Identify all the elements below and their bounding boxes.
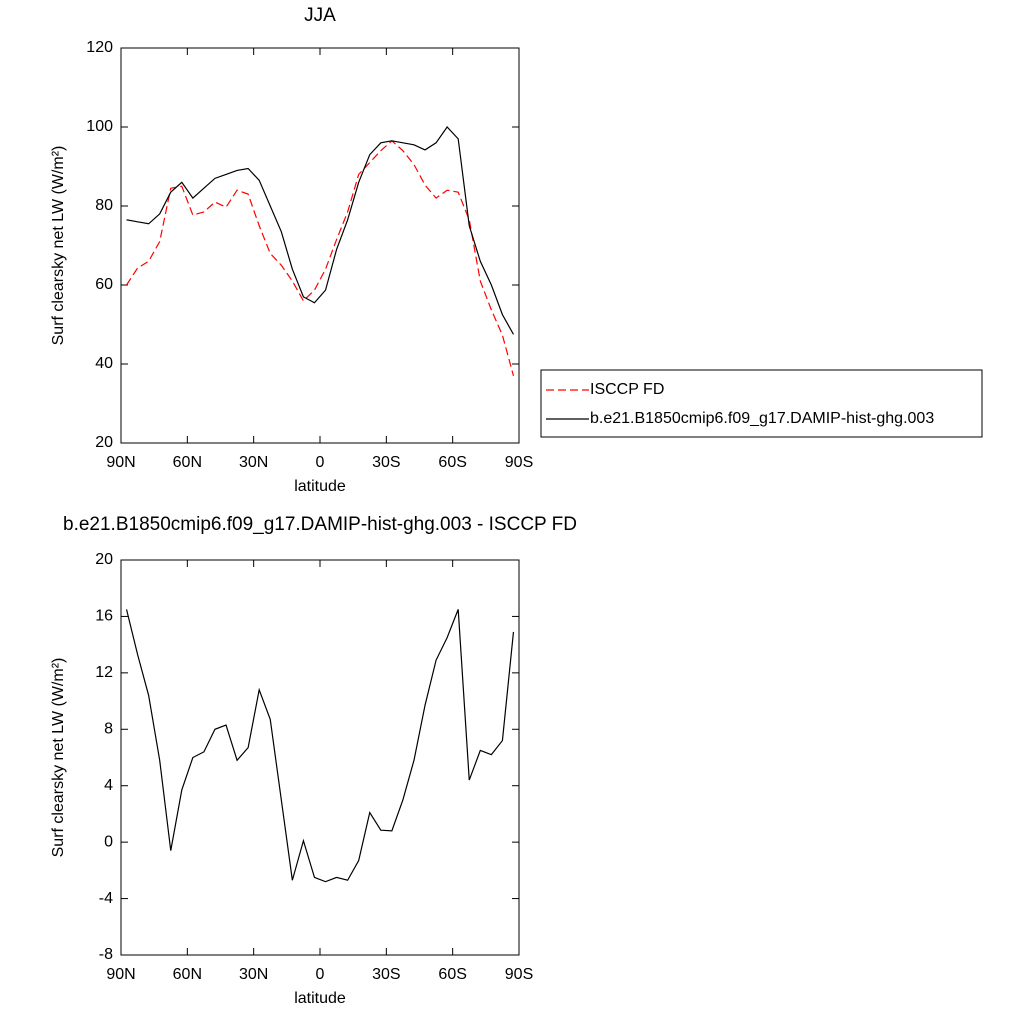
legend-label: b.e21.B1850cmip6.f09_g17.DAMIP-hist-ghg.… xyxy=(590,410,934,427)
x-tick-label: 90S xyxy=(505,966,533,983)
x-tick-label: 60N xyxy=(173,966,202,983)
y-tick-label: 12 xyxy=(95,664,113,681)
x-tick-label: 90N xyxy=(106,454,135,471)
x-tick-label: 30N xyxy=(239,454,268,471)
y-tick-label: 4 xyxy=(104,777,113,794)
legend: ISCCP FD b.e21.B1850cmip6.f09_g17.DAMIP-h… xyxy=(540,369,983,438)
chart-title: JJA xyxy=(304,5,336,26)
legend-label: ISCCP FD xyxy=(590,381,664,398)
data-line xyxy=(125,609,515,883)
y-tick-label: 20 xyxy=(95,434,113,451)
x-tick-label: 60S xyxy=(438,966,466,983)
x-axis-label: latitude xyxy=(294,990,346,1007)
y-axis-label: Surf clearsky net LW (W/m²) xyxy=(50,146,67,346)
y-tick-label: 16 xyxy=(95,608,113,625)
y-tick-label: 0 xyxy=(104,833,113,850)
y-tick-label: -8 xyxy=(99,946,113,963)
x-tick-label: 0 xyxy=(316,454,325,471)
y-tick-label: 20 xyxy=(95,551,113,568)
chart-title: b.e21.B1850cmip6.f09_g17.DAMIP-hist-ghg.… xyxy=(63,514,577,535)
y-tick-label: -4 xyxy=(99,890,113,907)
y-axis-label: Surf clearsky net LW (W/m²) xyxy=(50,658,67,858)
x-tick-label: 60S xyxy=(438,454,466,471)
x-tick-label: 90N xyxy=(106,966,135,983)
x-tick-label: 60N xyxy=(173,454,202,471)
data-line xyxy=(126,140,515,377)
x-tick-label: 0 xyxy=(316,966,325,983)
x-axis-label: latitude xyxy=(294,478,346,495)
legend-box xyxy=(540,369,983,438)
y-tick-label: 40 xyxy=(95,355,113,372)
y-tick-label: 80 xyxy=(95,197,113,214)
y-tick-label: 120 xyxy=(86,39,113,56)
x-tick-label: 30N xyxy=(239,966,268,983)
x-tick-label: 90S xyxy=(505,454,533,471)
data-line xyxy=(126,126,514,335)
y-tick-label: 8 xyxy=(104,721,113,738)
x-tick-label: 30S xyxy=(372,966,400,983)
plot-frame xyxy=(120,47,520,444)
y-tick-label: 60 xyxy=(95,276,113,293)
x-tick-label: 30S xyxy=(372,454,400,471)
y-tick-label: 100 xyxy=(86,118,113,135)
